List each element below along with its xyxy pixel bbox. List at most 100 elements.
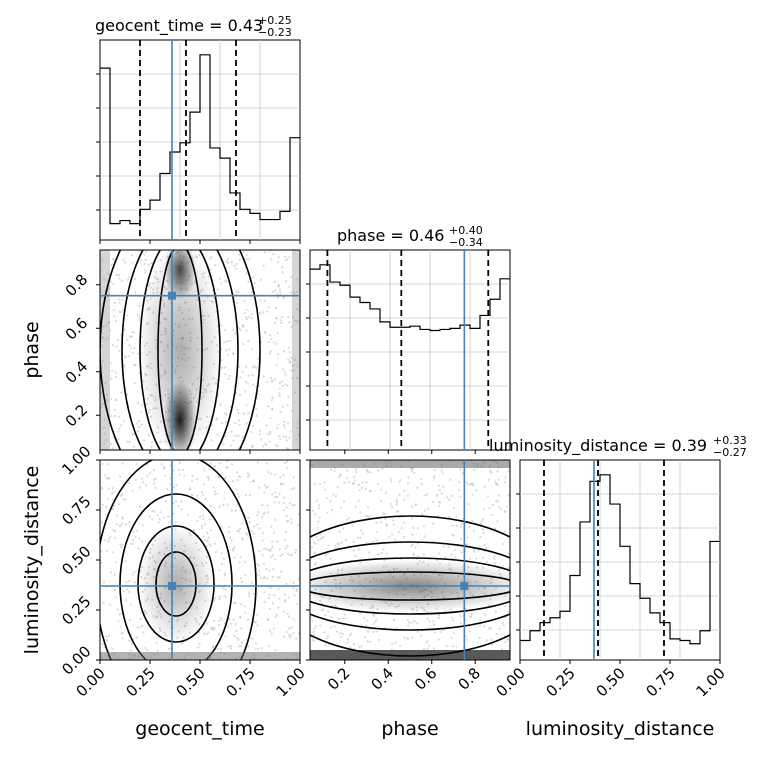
sample-point <box>216 433 219 436</box>
sample-point <box>339 473 342 476</box>
sample-point <box>312 638 315 641</box>
sample-point <box>292 581 295 585</box>
sample-point <box>329 557 332 560</box>
sample-point <box>497 494 500 497</box>
sample-point <box>202 493 205 497</box>
sample-point <box>223 574 226 577</box>
sample-point <box>216 647 220 650</box>
sample-point <box>319 624 322 627</box>
sample-point <box>273 280 276 283</box>
sample-point <box>218 277 221 280</box>
sample-point <box>239 645 243 648</box>
sample-point <box>118 350 121 353</box>
sample-point <box>270 376 273 380</box>
sample-point <box>283 538 286 541</box>
sample-point <box>107 321 111 324</box>
sample-point <box>452 619 455 622</box>
sample-point <box>339 632 342 635</box>
sample-point <box>390 648 393 651</box>
sample-point <box>352 643 355 646</box>
sample-point <box>144 484 148 487</box>
sample-point <box>414 546 417 549</box>
sample-point <box>152 478 156 481</box>
sample-point <box>438 552 441 555</box>
sample-point <box>245 403 248 407</box>
sample-point <box>217 475 220 478</box>
sample-point <box>357 548 360 551</box>
sample-point <box>116 338 119 342</box>
sample-point <box>267 548 270 552</box>
sample-point <box>495 632 498 636</box>
sample-point <box>326 610 330 613</box>
sample-point <box>214 418 218 421</box>
sample-point <box>475 489 478 492</box>
sample-point <box>366 619 369 622</box>
sample-point <box>126 338 129 341</box>
sample-point <box>348 481 351 484</box>
sample-point <box>468 526 471 529</box>
sample-point <box>258 550 261 553</box>
sample-point <box>324 614 327 617</box>
sample-point <box>277 284 280 288</box>
sample-point <box>278 501 281 504</box>
sample-point <box>341 633 344 636</box>
sample-point <box>218 462 221 465</box>
sample-point <box>256 563 259 566</box>
sample-point <box>329 500 332 503</box>
sample-point <box>107 487 110 490</box>
sample-point <box>233 332 237 335</box>
histogram-step <box>520 474 720 645</box>
sample-point <box>230 260 233 264</box>
sample-point <box>130 335 133 338</box>
sample-point <box>403 636 406 639</box>
sample-point <box>297 523 300 527</box>
sample-point <box>496 519 499 523</box>
sample-point <box>250 529 253 533</box>
sample-point <box>229 647 233 650</box>
sample-point <box>196 477 199 481</box>
sample-point <box>222 587 225 590</box>
sample-point <box>289 634 293 637</box>
sample-point <box>437 638 440 641</box>
sample-point <box>494 610 497 613</box>
sample-point <box>368 515 371 518</box>
sample-point <box>295 589 298 592</box>
sample-point <box>289 430 292 433</box>
sample-point <box>427 507 430 510</box>
sample-point <box>330 615 333 619</box>
sample-point <box>393 618 396 622</box>
sample-point <box>411 505 414 508</box>
sample-point <box>291 365 294 368</box>
sample-point <box>207 631 210 634</box>
sample-point <box>102 277 106 280</box>
sample-point <box>281 405 284 408</box>
sample-point <box>495 482 498 485</box>
sample-point <box>276 292 279 295</box>
sample-point <box>406 482 410 485</box>
sample-point <box>251 383 255 386</box>
sample-point <box>217 623 221 627</box>
sample-point <box>100 561 103 565</box>
sample-point <box>121 637 124 640</box>
sample-point <box>244 380 247 383</box>
sample-point <box>162 516 166 519</box>
sample-point <box>180 500 183 503</box>
sample-point <box>359 511 362 514</box>
sample-point <box>432 647 436 650</box>
sample-point <box>338 530 341 533</box>
sample-point <box>238 258 241 261</box>
sample-point <box>277 587 280 591</box>
sample-point <box>260 438 263 441</box>
sample-point <box>314 482 317 486</box>
sample-point <box>313 627 316 630</box>
sample-point <box>213 264 217 267</box>
sample-point <box>115 273 118 277</box>
sample-point <box>140 423 143 426</box>
sample-point <box>111 498 114 501</box>
sample-point <box>281 315 284 319</box>
title-phase: phase = 0.46 +0.40 −0.34 <box>337 224 483 249</box>
sample-point <box>238 561 241 564</box>
sample-point <box>137 419 141 423</box>
sample-point <box>164 500 167 503</box>
sample-point <box>269 417 272 420</box>
